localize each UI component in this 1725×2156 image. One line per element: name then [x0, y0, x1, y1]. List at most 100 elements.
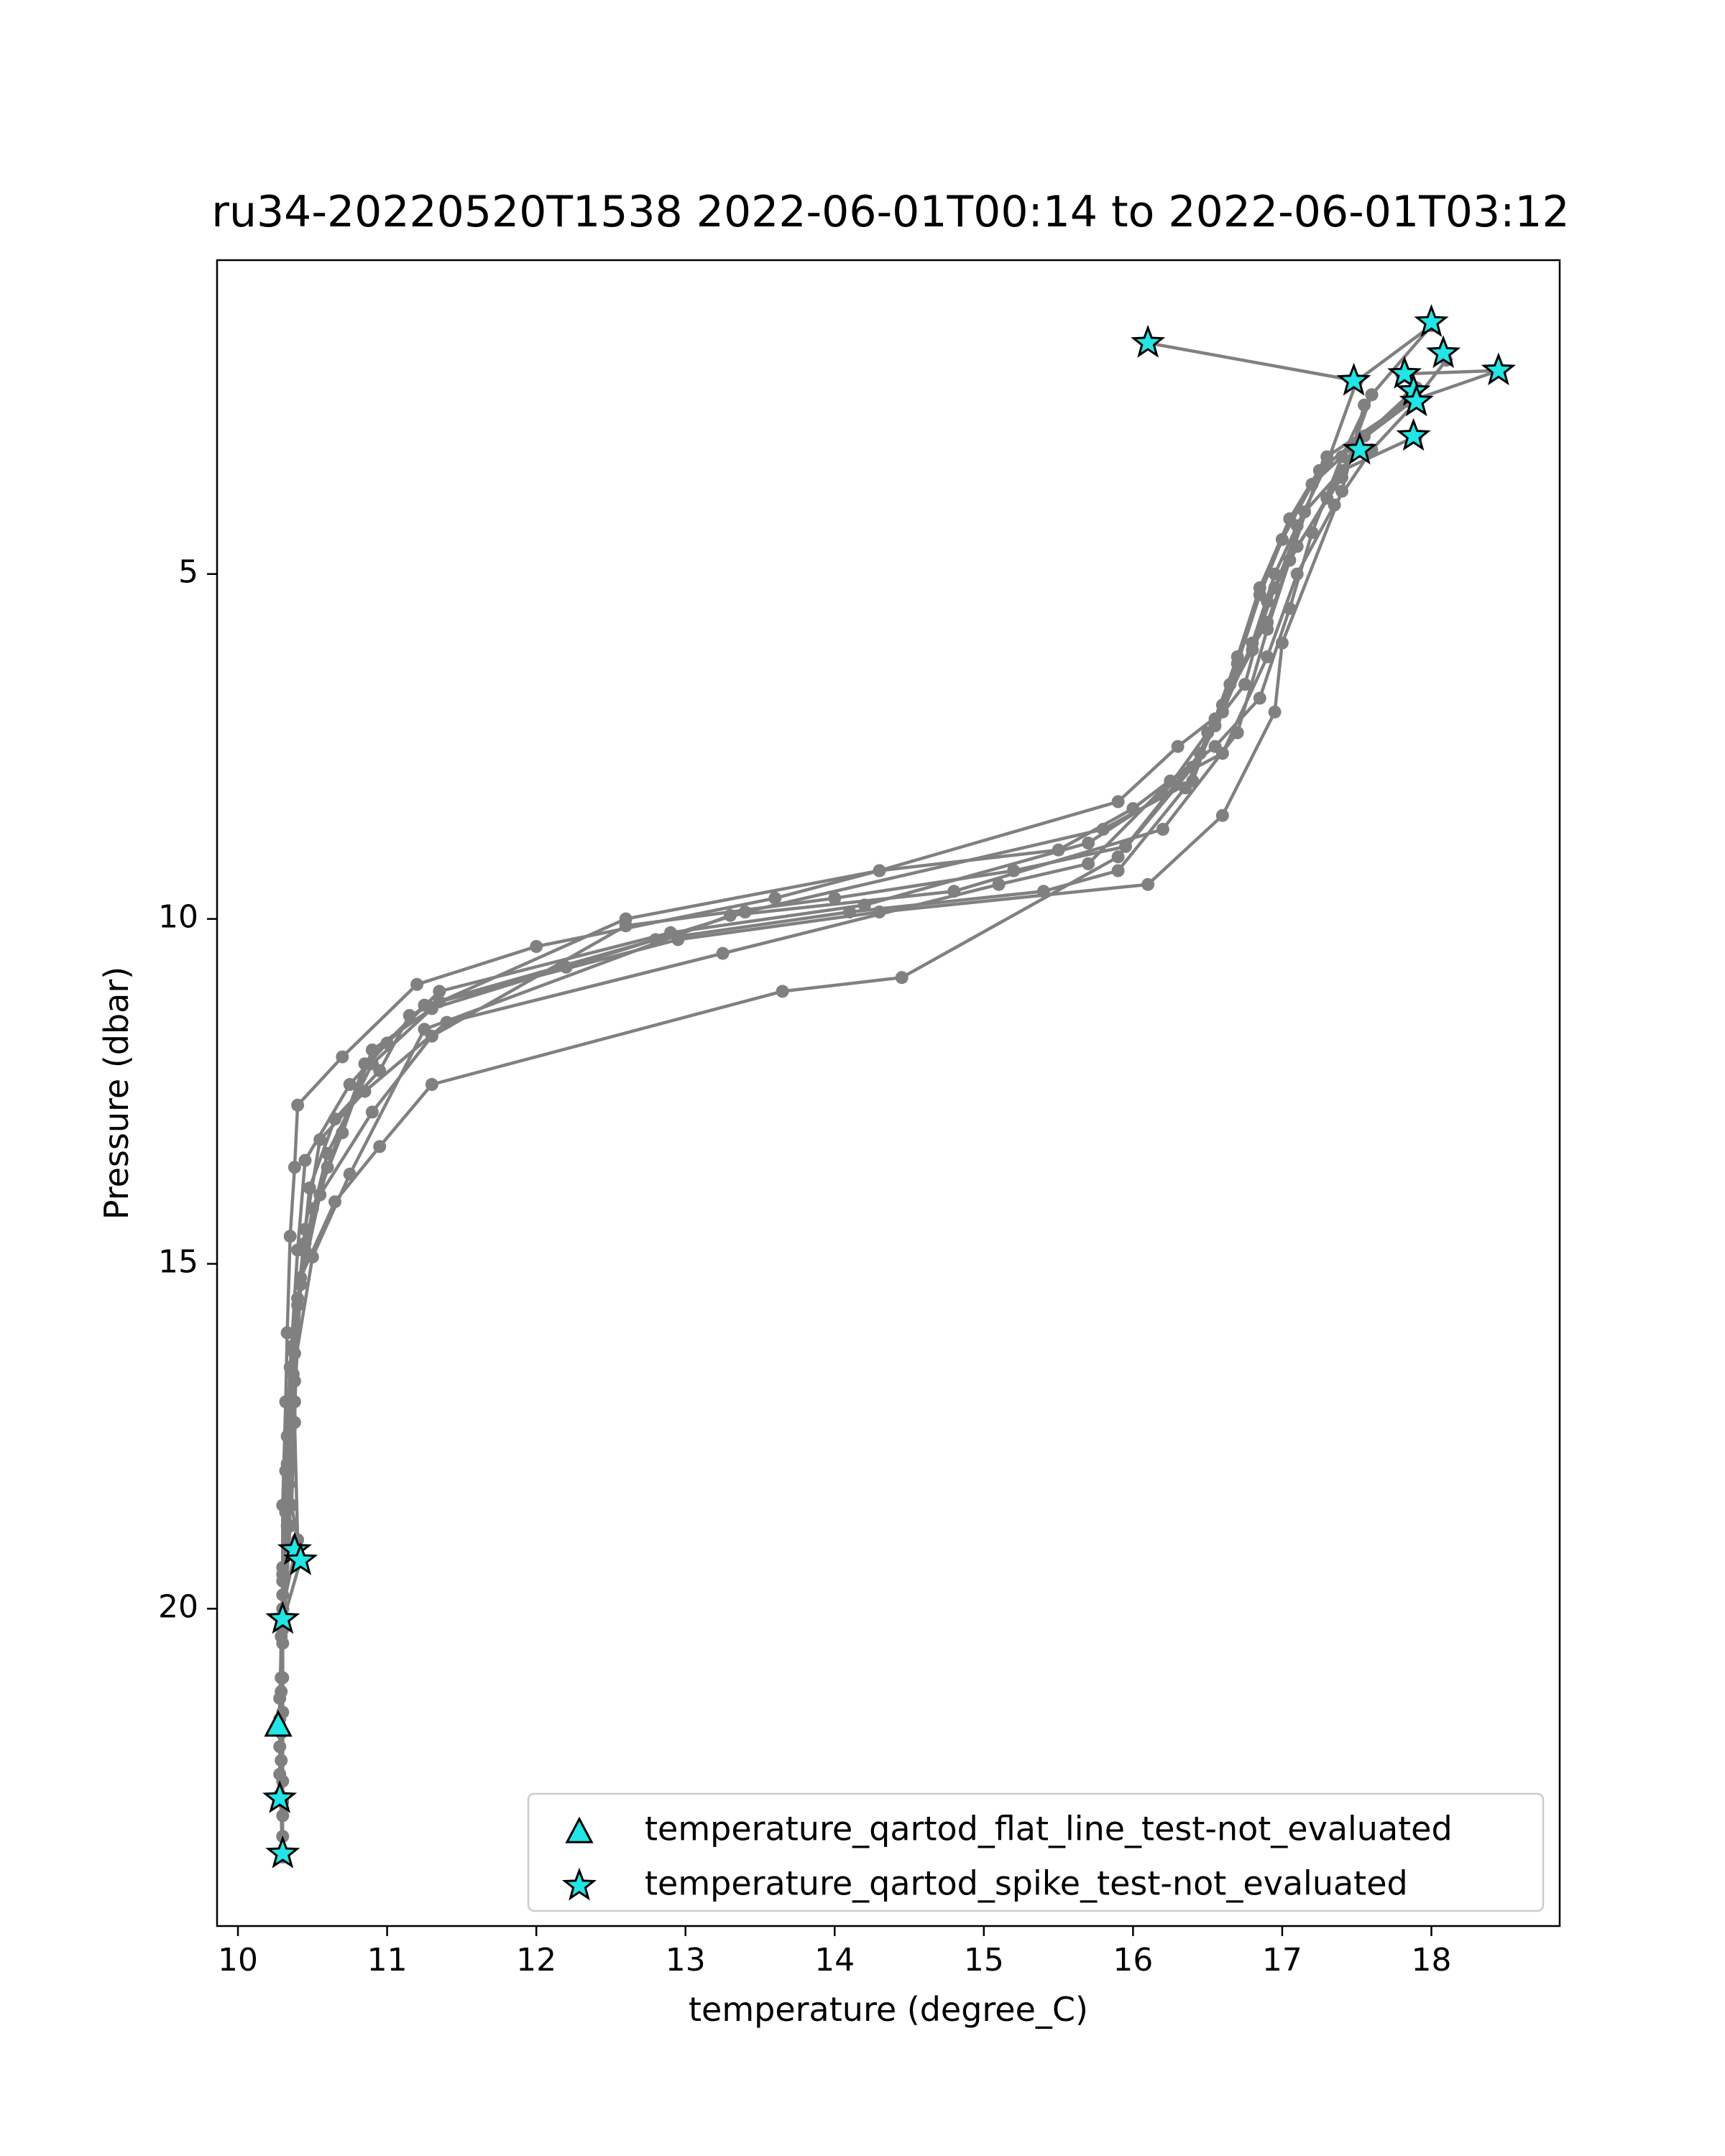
triangle-icon — [565, 1816, 594, 1843]
profile-point — [336, 1050, 349, 1064]
profile-line — [279, 397, 1410, 1837]
profile-point — [365, 1057, 379, 1071]
profile-series-5 — [273, 381, 1423, 1754]
profile-point — [1365, 388, 1379, 402]
profile-point — [1230, 657, 1244, 671]
profile-point — [418, 1023, 431, 1036]
profile-point — [276, 1560, 290, 1574]
spike-flag-star — [265, 1600, 300, 1634]
profile-point — [828, 891, 842, 905]
profile-point — [1261, 622, 1274, 636]
profile-point — [1141, 877, 1155, 891]
x-tick-label: 14 — [814, 1942, 855, 1978]
profile-line — [277, 386, 1418, 1747]
profile-point — [992, 877, 1006, 891]
profile-point — [1253, 691, 1266, 705]
profile-point — [1238, 678, 1252, 691]
profile-point — [1111, 864, 1125, 877]
y-axis: 5 10 15 20 — [158, 554, 217, 1625]
spike-flag-star — [1131, 324, 1166, 358]
profile-point — [619, 912, 632, 926]
spike-flag-star — [262, 1780, 298, 1813]
profile-point — [530, 940, 543, 953]
profile-point — [328, 1112, 341, 1125]
profile-line — [277, 405, 1366, 1858]
y-tick-label: 20 — [158, 1588, 198, 1625]
profile-point — [1215, 808, 1229, 822]
y-tick-label: 5 — [178, 554, 198, 591]
star-icon — [561, 1867, 597, 1901]
profile-point — [873, 864, 886, 877]
spike-flag-star — [283, 1542, 318, 1575]
x-axis: 10 11 12 13 14 15 16 17 18 — [218, 1926, 1452, 1978]
legend-triangle-marker — [565, 1816, 594, 1843]
profile-point — [280, 1519, 294, 1533]
profile-point — [1261, 650, 1274, 663]
x-tick-label: 16 — [1113, 1942, 1153, 1978]
profile-series-6 — [275, 429, 1423, 1809]
flat-line-flag-triangle — [264, 1710, 293, 1737]
profile-series-1 — [276, 336, 1363, 1823]
profile-point — [283, 1230, 297, 1243]
profile-point — [291, 1098, 305, 1112]
profile-point — [1215, 699, 1229, 712]
profile-point — [1082, 857, 1095, 870]
spike-flag-star — [1481, 352, 1516, 386]
profile-point — [273, 1767, 287, 1781]
profile-point — [873, 906, 886, 918]
profile-line — [279, 400, 1418, 1761]
plot-area — [262, 304, 1516, 1869]
profile-point — [724, 908, 737, 922]
profile-point — [433, 995, 446, 1008]
spike-flag-star — [1399, 383, 1434, 417]
spike-flag-star — [1336, 362, 1371, 396]
chart-title: ru34-20220520T1538 2022-06-01T00:14 to 2… — [211, 187, 1569, 237]
profile-point — [343, 1167, 356, 1181]
y-tick-label: 15 — [158, 1244, 198, 1281]
profile-point — [425, 1078, 438, 1091]
profile-point — [1312, 464, 1326, 477]
profile-series-9 — [273, 398, 1371, 1864]
axes-frame — [216, 259, 1561, 1927]
profile-point — [1305, 526, 1319, 540]
profile-point — [1335, 484, 1348, 498]
spike-flag-star — [1387, 356, 1422, 389]
x-tick-label: 12 — [516, 1942, 556, 1978]
profile-point — [776, 985, 789, 998]
x-tick-label: 18 — [1412, 1942, 1452, 1978]
profile-point — [1156, 822, 1169, 836]
profile-point — [303, 1181, 316, 1194]
profile-series-10 — [275, 392, 1416, 1843]
y-tick-label: 10 — [158, 899, 198, 936]
legend-label-spike: temperature_qartod_spike_test-not_evalua… — [645, 1864, 1408, 1903]
profile-line — [277, 394, 1374, 1720]
profile-series-3 — [273, 364, 1505, 1733]
legend: temperature_qartod_flat_line_test-not_ev… — [527, 1792, 1545, 1912]
profile-point — [402, 1009, 416, 1022]
profile-point — [343, 1078, 356, 1091]
profile-point — [433, 985, 446, 998]
x-axis-label: temperature (degree_C) — [689, 1990, 1088, 2029]
profile-series-8 — [273, 388, 1379, 1726]
profile-line — [281, 341, 1358, 1816]
profile-point — [947, 885, 961, 898]
profile-point — [1082, 837, 1095, 850]
x-tick-label: 17 — [1262, 1942, 1302, 1978]
profile-point — [305, 1250, 319, 1263]
profile-point — [716, 946, 730, 960]
profile-point — [1283, 553, 1297, 567]
profile-point — [1246, 643, 1259, 657]
profile-line — [281, 323, 1433, 1782]
profile-point — [1052, 843, 1065, 857]
profile-point — [280, 1464, 294, 1478]
profile-point — [768, 891, 782, 905]
spike-flag-star — [1414, 304, 1449, 337]
profile-point — [1179, 781, 1192, 795]
profile-point — [286, 1368, 300, 1381]
x-tick-label: 15 — [964, 1942, 1004, 1978]
profile-line — [277, 369, 1501, 1726]
legend-frame — [527, 1792, 1545, 1912]
profile-point — [1111, 850, 1125, 864]
spike-flag-star — [1426, 335, 1461, 369]
